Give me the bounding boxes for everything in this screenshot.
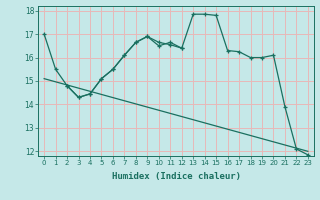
- X-axis label: Humidex (Indice chaleur): Humidex (Indice chaleur): [111, 172, 241, 181]
